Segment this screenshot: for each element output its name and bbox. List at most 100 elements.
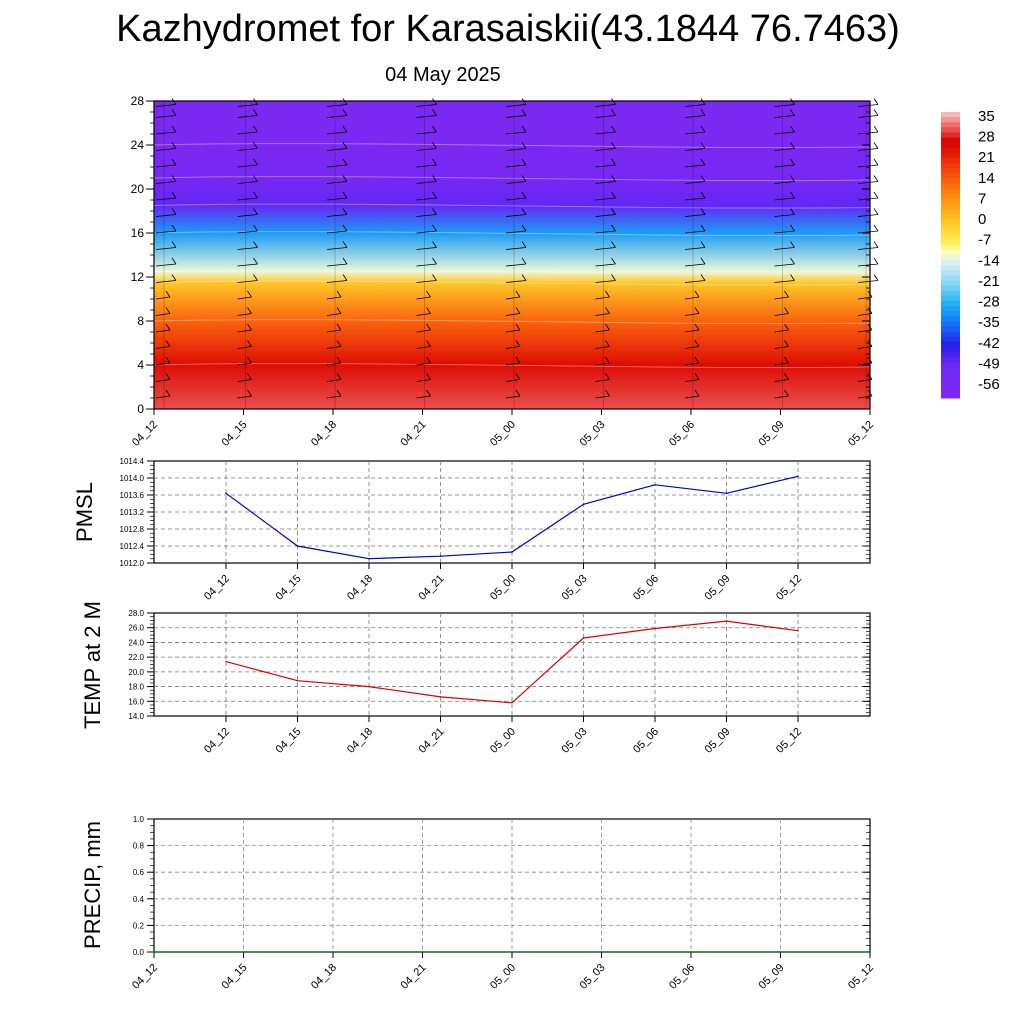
x-tick-label: 05_00 [488, 419, 518, 449]
wind-barb-flag [515, 356, 521, 364]
wind-barb [237, 148, 258, 151]
wind-barb [155, 379, 171, 382]
wind-barb-flag [171, 208, 177, 215]
wind-barb-flag [700, 257, 706, 265]
wind-barb [416, 247, 437, 250]
colorbar-segment [941, 392, 960, 399]
precip-data-point [600, 951, 603, 953]
colorbar-segment [941, 311, 960, 317]
wind-barb [684, 131, 706, 135]
colorbar-label: -21 [978, 273, 1000, 290]
wind-barb [857, 247, 879, 250]
wind-barb-flag [867, 389, 873, 397]
wind-barb-flag [521, 224, 527, 232]
pmsl-x-tick-label: 05_12 [774, 573, 804, 603]
colorbar-segment [941, 387, 960, 394]
wind-barb [155, 115, 177, 118]
pmsl-x-tick-label: 04_15 [274, 573, 304, 603]
wind-barb [857, 280, 879, 283]
wind-barb [237, 104, 258, 107]
wind-barb [774, 115, 795, 118]
wind-barb [774, 214, 795, 217]
precip-x-tick-label: 05_12 [846, 962, 876, 992]
wind-barb [857, 313, 873, 316]
temp-data-point [725, 620, 728, 622]
colorbar-segment [941, 362, 960, 368]
temp-x-tick-label: 05_12 [774, 726, 804, 756]
wind-barb [416, 148, 437, 151]
wind-barb [237, 131, 258, 135]
wind-barb-flag [342, 109, 348, 116]
wind-barb [774, 263, 795, 267]
wind-barb-flag [253, 142, 258, 149]
contour-line [153, 143, 871, 149]
wind-barb [155, 104, 177, 107]
wind-barb [155, 395, 171, 399]
colorbar-segment [941, 239, 960, 246]
wind-barb [774, 148, 795, 151]
wind-barb-flag [515, 373, 521, 380]
wind-barb-flag [867, 323, 873, 331]
wind-barb-flag [790, 191, 795, 199]
wind-barb [237, 379, 252, 382]
temp-y-tick-label: 20.0 [128, 668, 144, 677]
colorbar-segment [941, 209, 960, 215]
precip-data-point [869, 951, 871, 953]
wind-barb-flag [171, 98, 177, 105]
wind-barb-flag [605, 307, 610, 314]
contour-line [153, 269, 871, 275]
wind-barb-flag [611, 241, 616, 248]
wind-barb-flag [247, 356, 252, 364]
x-tick-label: 04_12 [130, 419, 160, 449]
wind-barb-flag [426, 323, 431, 331]
temp-data-point [225, 660, 227, 663]
temp-data-point [368, 685, 370, 688]
wind-barb [416, 230, 437, 234]
wind-barb [595, 131, 616, 135]
wind-barb [684, 346, 700, 349]
wind-barb [595, 197, 616, 201]
wind-barb-flag [700, 224, 706, 232]
wind-barb-flag [171, 257, 177, 265]
colorbar-label: 7 [978, 190, 986, 207]
wind-barb [857, 164, 879, 168]
precip-y-tick-label: 0.6 [133, 868, 145, 877]
x-tick-label: 05_12 [846, 419, 876, 449]
wind-barb [857, 148, 879, 151]
wind-barb [326, 313, 342, 316]
wind-barb-flag [336, 340, 342, 347]
wind-barb [326, 230, 348, 234]
wind-barb-flag [432, 142, 437, 149]
wind-barb-flag [873, 158, 879, 166]
wind-barb-flag [336, 373, 342, 380]
wind-barb-flag [432, 257, 437, 265]
contour-line [153, 203, 871, 209]
wind-barb-flag [247, 290, 252, 298]
wind-barb [155, 346, 171, 349]
wind-barb [684, 263, 706, 267]
wind-barb-flag [700, 109, 706, 116]
wind-barb [326, 104, 348, 107]
wind-barb [595, 214, 616, 217]
wind-barb-flag [790, 142, 795, 149]
wind-barb [595, 313, 610, 316]
colorbar-label: 14 [978, 170, 995, 187]
wind-barb-flag [873, 257, 879, 265]
pmsl-data-point [797, 475, 799, 478]
pmsl-x-tick-label: 05_09 [703, 573, 733, 603]
wind-barb [505, 263, 527, 267]
precip-y-tick-label: 0.2 [133, 921, 145, 930]
wind-barb [857, 197, 879, 201]
colorbar-segment [941, 234, 960, 241]
wind-barb-flag [336, 323, 342, 331]
wind-barb-flag [253, 158, 258, 166]
wind-barb-flag [611, 224, 616, 232]
wind-barb-flag [171, 175, 177, 182]
temp-data-point [797, 629, 799, 632]
wind-barb [774, 313, 789, 316]
precip-data-point [242, 951, 245, 953]
temp-data-point [296, 679, 299, 682]
wind-barb-flag [790, 175, 795, 182]
wind-barb [684, 247, 706, 250]
colorbar-segment [941, 147, 960, 154]
